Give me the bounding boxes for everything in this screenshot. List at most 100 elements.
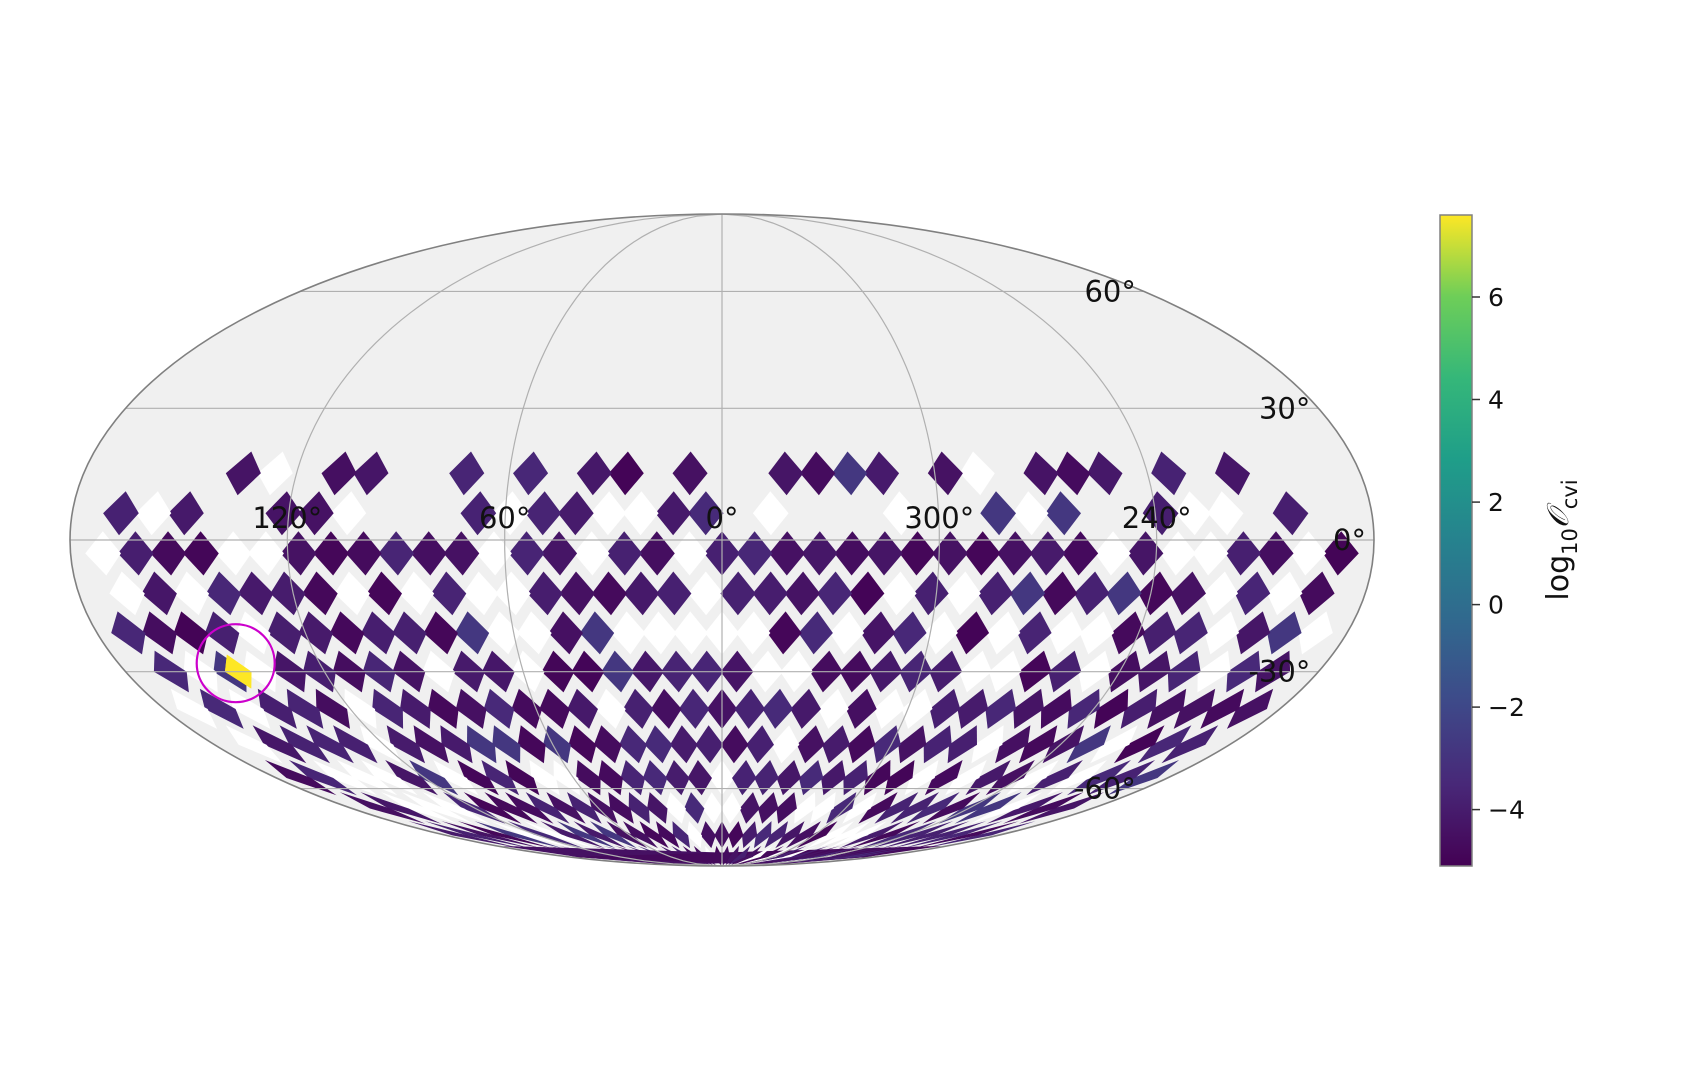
sky-pixel bbox=[539, 688, 571, 729]
sky-pixel bbox=[593, 725, 622, 764]
sky-pixel bbox=[864, 451, 900, 496]
sky-pixel bbox=[821, 760, 846, 796]
sky-pixel bbox=[846, 688, 877, 729]
longitude-label: 300° bbox=[904, 501, 974, 535]
latitude-label: -30° bbox=[1249, 655, 1311, 689]
masked-pixel bbox=[771, 725, 800, 764]
sky-pixel bbox=[199, 688, 244, 729]
sky-pixel bbox=[204, 611, 240, 655]
masked-pixel bbox=[170, 688, 218, 729]
sky-pixel bbox=[298, 611, 333, 655]
masked-pixel bbox=[1204, 611, 1240, 655]
sky-pixel bbox=[257, 688, 297, 729]
sky-pixel bbox=[1023, 451, 1059, 496]
sky-pixel bbox=[302, 571, 338, 616]
masked-pixel bbox=[173, 571, 210, 616]
masked-pixel bbox=[433, 760, 479, 796]
sky-pixel bbox=[866, 531, 903, 576]
sky-pixel bbox=[548, 611, 583, 655]
longitude-label: 120° bbox=[252, 501, 322, 535]
sky-pixel bbox=[1127, 531, 1164, 576]
masked-pixel bbox=[495, 571, 531, 616]
sky-pixel bbox=[906, 792, 960, 824]
sky-pixel bbox=[361, 611, 396, 655]
map-outline bbox=[69, 213, 1375, 867]
sky-pixel bbox=[455, 688, 487, 729]
latitude-label: -60° bbox=[1074, 772, 1136, 806]
sky-pixel bbox=[527, 571, 563, 616]
sky-pixel bbox=[1066, 725, 1111, 764]
sky-pixel bbox=[986, 792, 1063, 824]
sky-pixel bbox=[1200, 688, 1245, 729]
sky-pixel bbox=[142, 611, 177, 655]
sky-pixel bbox=[965, 760, 1011, 796]
sky-pixel bbox=[1257, 531, 1294, 576]
sky-pixel bbox=[378, 531, 415, 576]
sky-pixel bbox=[443, 531, 480, 576]
sky-pixel bbox=[1013, 688, 1044, 729]
meridian-line bbox=[286, 214, 723, 866]
colorbar-tick-label: −2 bbox=[1488, 693, 1525, 722]
sky-pixel bbox=[413, 725, 449, 764]
sky-pixel bbox=[670, 725, 698, 764]
sky-pixel bbox=[861, 611, 896, 655]
sky-pixel bbox=[386, 725, 426, 764]
sky-pixel bbox=[964, 531, 1001, 576]
sky-pixel bbox=[977, 571, 1013, 616]
masked-pixel bbox=[622, 491, 659, 536]
sky-pixel bbox=[353, 451, 389, 496]
sky-pixel bbox=[871, 821, 954, 849]
sky-pixel bbox=[754, 760, 779, 796]
masked-pixel bbox=[686, 821, 702, 849]
sky-pixel bbox=[1029, 531, 1066, 576]
masked-pixel bbox=[401, 792, 474, 824]
sky-pixel bbox=[700, 821, 716, 849]
sky-pixel bbox=[608, 451, 644, 496]
sky-pixel bbox=[796, 725, 825, 764]
sky-pixel bbox=[423, 611, 458, 655]
sky-pixel bbox=[567, 792, 602, 824]
sky-pixel bbox=[720, 571, 756, 616]
sky-pixel bbox=[286, 688, 324, 729]
sky-pixel bbox=[826, 792, 857, 824]
sky-pixel bbox=[672, 821, 690, 849]
masked-pixel bbox=[611, 611, 646, 655]
masked-pixel bbox=[1160, 531, 1196, 576]
masked-pixel bbox=[882, 491, 919, 536]
latitude-label: 60° bbox=[1084, 275, 1135, 309]
sky-pixel bbox=[860, 821, 937, 849]
sky-pixel bbox=[517, 725, 546, 764]
sky-pixel bbox=[1067, 688, 1100, 729]
masked-pixel bbox=[248, 531, 284, 576]
sky-pixel bbox=[639, 821, 669, 849]
sky-pixel bbox=[385, 760, 438, 796]
sky-pixel bbox=[1040, 688, 1072, 729]
sky-pixel bbox=[1107, 760, 1180, 796]
masked-pixel bbox=[337, 760, 398, 796]
sky-pixel bbox=[474, 821, 563, 849]
sky-pixel bbox=[579, 611, 615, 655]
sky-pixel bbox=[392, 611, 427, 655]
sky-pixel bbox=[345, 531, 382, 576]
sky-pixel bbox=[638, 531, 675, 576]
masked-pixel bbox=[135, 491, 172, 536]
masked-pixel bbox=[330, 491, 367, 536]
source-location-circle bbox=[195, 623, 276, 704]
sky-pixel bbox=[238, 571, 274, 616]
sky-pixel bbox=[431, 571, 467, 616]
sky-pixel bbox=[655, 491, 692, 536]
sky-pixel bbox=[288, 760, 357, 796]
sky-pixel bbox=[1066, 760, 1131, 796]
masked-pixel bbox=[818, 688, 849, 729]
sky-pixel bbox=[576, 760, 601, 796]
sky-pixel bbox=[1142, 611, 1177, 655]
masked-pixel bbox=[721, 792, 742, 824]
sky-pixel bbox=[764, 821, 788, 849]
sky-pixel bbox=[801, 531, 838, 576]
sky-pixel bbox=[816, 571, 853, 616]
sky-pixel bbox=[460, 491, 497, 536]
colorbar-tick-label: 0 bbox=[1488, 591, 1504, 620]
sky-pixel bbox=[623, 821, 658, 849]
sky-pixel bbox=[1151, 451, 1187, 496]
masked-pixel bbox=[573, 531, 610, 576]
